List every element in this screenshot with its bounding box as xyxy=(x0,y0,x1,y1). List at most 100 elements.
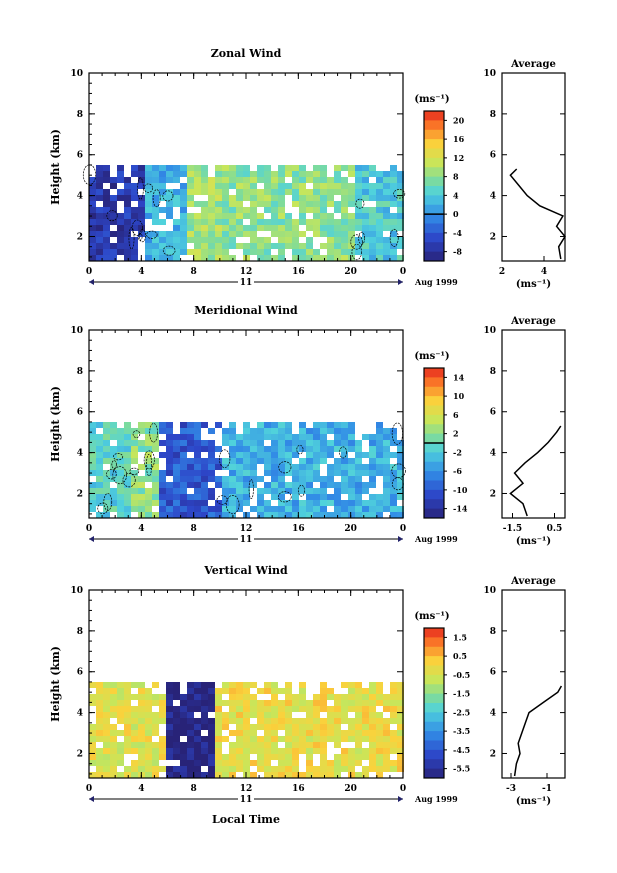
heatmap-cell xyxy=(124,434,131,440)
heatmap-cell xyxy=(362,249,369,255)
heatmap-cell xyxy=(117,452,124,458)
heatmap-cell xyxy=(166,742,173,748)
heatmap-cell xyxy=(292,706,299,712)
heatmap-cell xyxy=(243,249,250,255)
heatmap-cell xyxy=(250,434,257,440)
panel-title: Vertical Wind xyxy=(203,564,288,577)
heatmap-cell xyxy=(355,213,362,219)
heatmap-cell xyxy=(271,440,278,446)
heatmap-cell xyxy=(397,440,404,446)
heatmap-cell xyxy=(362,213,369,219)
x-tick-label: 16 xyxy=(292,524,305,534)
heatmap-cell xyxy=(201,748,208,754)
heatmap-cell xyxy=(292,231,299,237)
heatmap-cell xyxy=(117,500,124,506)
heatmap-cell xyxy=(348,766,355,772)
colorbar-tick-label: 1.5 xyxy=(453,632,467,642)
heatmap-cell xyxy=(362,165,369,171)
heatmap-cell xyxy=(145,249,152,255)
heatmap-cell xyxy=(215,225,222,231)
heatmap-cell xyxy=(180,189,187,195)
heatmap-cell xyxy=(362,189,369,195)
heatmap-cell xyxy=(320,706,327,712)
heatmap-cell xyxy=(355,760,362,766)
heatmap-cell xyxy=(229,440,236,446)
heatmap-cell xyxy=(229,183,236,189)
colorbar-swatch xyxy=(424,377,444,388)
heatmap-cell xyxy=(271,428,278,434)
heatmap-cell xyxy=(250,237,257,243)
heatmap-cell xyxy=(369,494,376,500)
avg-y-tick-label: 8 xyxy=(490,627,496,637)
heatmap-cell xyxy=(131,712,138,718)
heatmap-cell xyxy=(194,706,201,712)
heatmap-cell xyxy=(166,201,173,207)
heatmap-cell xyxy=(180,219,187,225)
contour-line xyxy=(248,479,254,500)
contour-line xyxy=(111,460,117,469)
heatmap-cell xyxy=(103,219,110,225)
heatmap-cell xyxy=(306,706,313,712)
heatmap-cell xyxy=(299,688,306,694)
heatmap-cell xyxy=(215,189,222,195)
heatmap-cell xyxy=(271,177,278,183)
heatmap-cell xyxy=(201,165,208,171)
heatmap-cell xyxy=(187,440,194,446)
heatmap-cell xyxy=(369,225,376,231)
heatmap-cell xyxy=(271,458,278,464)
heatmap-cell xyxy=(243,494,250,500)
heatmap-cell xyxy=(383,476,390,482)
heatmap-cell xyxy=(320,213,327,219)
heatmap-cell xyxy=(271,207,278,213)
heatmap-cell xyxy=(313,464,320,470)
heatmap-cell xyxy=(159,482,166,488)
heatmap-cell xyxy=(166,694,173,700)
heatmap-cell xyxy=(124,482,131,488)
heatmap-cell xyxy=(215,482,222,488)
heatmap-cell xyxy=(397,458,404,464)
y-axis-label: Height (km) xyxy=(49,129,62,205)
heatmap-cell xyxy=(383,189,390,195)
heatmap-cell xyxy=(264,748,271,754)
heatmap-cell xyxy=(257,177,264,183)
heatmap-cell xyxy=(124,428,131,434)
contour-line xyxy=(103,493,113,511)
heatmap-cell xyxy=(320,700,327,706)
heatmap-cell xyxy=(145,255,152,261)
heatmap-cell xyxy=(341,201,348,207)
date-label: Aug 1999 xyxy=(414,794,458,804)
y-tick-label: 2 xyxy=(77,749,83,759)
heatmap-cell xyxy=(264,219,271,225)
heatmap-cell xyxy=(348,488,355,494)
heatmap-cell xyxy=(159,706,166,712)
heatmap-cell xyxy=(180,724,187,730)
heatmap-cell xyxy=(138,742,145,748)
colorbar-tick-label: -10 xyxy=(453,485,468,495)
heatmap-cell xyxy=(334,730,341,736)
day-label-bg xyxy=(238,793,254,803)
heatmap-cell xyxy=(369,171,376,177)
colorbar-tick-label: 10 xyxy=(453,391,465,401)
colorbar-swatch xyxy=(424,684,444,695)
heatmap-cell xyxy=(208,219,215,225)
heatmap-cell xyxy=(278,225,285,231)
heatmap-cell xyxy=(348,694,355,700)
heatmap-cell xyxy=(292,482,299,488)
heatmap-cell xyxy=(348,476,355,482)
heatmap-cell xyxy=(152,772,159,778)
heatmap-cell xyxy=(145,422,152,428)
heatmap-cell xyxy=(306,754,313,760)
heatmap-cell xyxy=(355,712,362,718)
heatmap-cell xyxy=(355,207,362,213)
colorbar-tick-label: -0.5 xyxy=(453,670,470,680)
heatmap-cell xyxy=(299,183,306,189)
x-axis-label: Local Time xyxy=(212,813,280,826)
heatmap-cell xyxy=(152,700,159,706)
heatmap-cell xyxy=(327,225,334,231)
heatmap-cell xyxy=(152,482,159,488)
heatmap-cell xyxy=(187,422,194,428)
colorbar-swatch xyxy=(424,139,444,149)
heatmap-cell xyxy=(320,434,327,440)
heatmap-cell xyxy=(110,712,117,718)
heatmap-cell xyxy=(362,231,369,237)
